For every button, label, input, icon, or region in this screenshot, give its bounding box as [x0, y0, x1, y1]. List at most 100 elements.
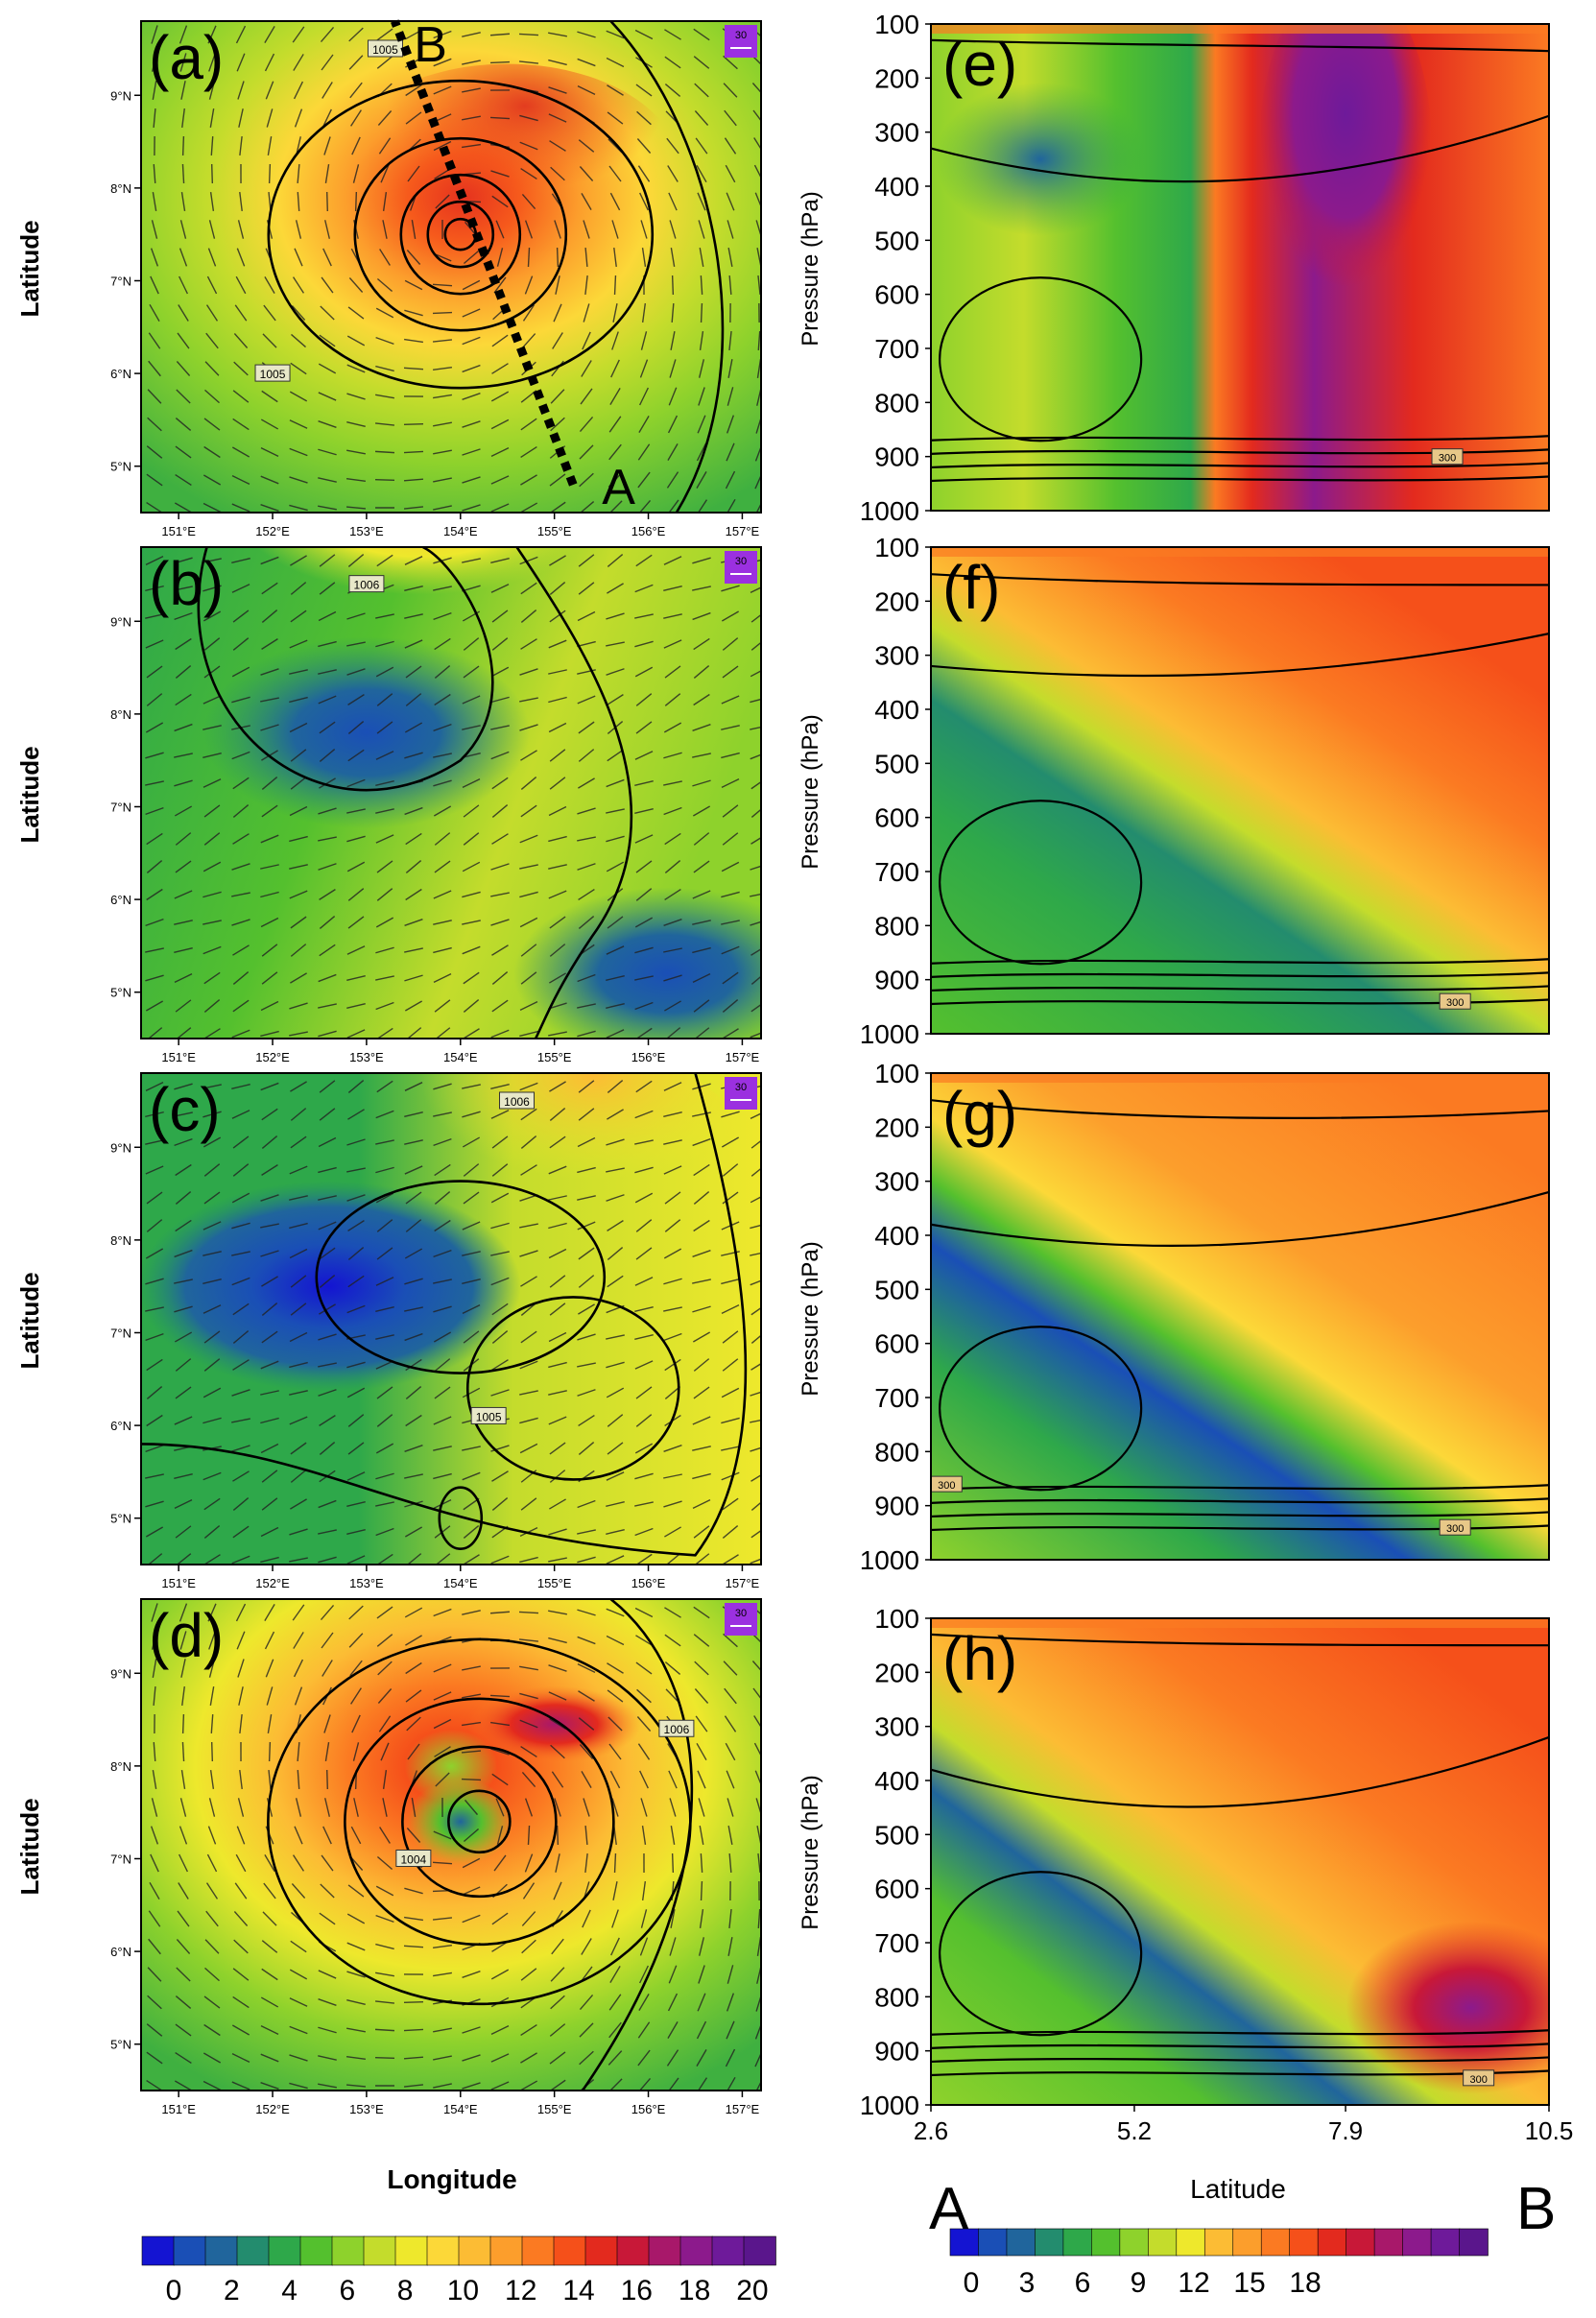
x-tick-label: 154°E — [443, 2102, 478, 2116]
colorbar-swatch — [299, 2235, 333, 2266]
colorbar-swatch — [1148, 2228, 1178, 2257]
colorbar-swatch — [1062, 2228, 1093, 2257]
isobar — [515, 547, 633, 1039]
field-min-region — [407, 1778, 513, 1865]
isobar — [197, 547, 494, 792]
isobar — [447, 1789, 512, 1854]
contour-label-box — [1431, 448, 1464, 466]
contour-label-box — [1439, 1518, 1471, 1536]
section-frame — [930, 1617, 1550, 2106]
pressure-contours — [267, 21, 725, 513]
section-xlabel: Latitude — [1190, 2174, 1286, 2204]
y-tick-label: 500 — [874, 1275, 919, 1304]
x-tick-label: 155°E — [537, 2102, 572, 2116]
section-panel-f: 300 (f) 100 200 300 400 500 600 700 800 900 1000 — [860, 533, 1550, 1049]
x-tick-label: 151°E — [161, 524, 196, 538]
contour — [931, 38, 1549, 53]
x-tick-label: 152°E — [255, 1576, 290, 1590]
colorbar-swatch — [1260, 2228, 1291, 2257]
y-tick-label: 8°N — [110, 707, 131, 722]
panel-label: (g) — [942, 1079, 1017, 1148]
x-tick-label: 153°E — [349, 1576, 384, 1590]
y-tick-label: 400 — [874, 1766, 919, 1796]
isobar — [581, 1599, 694, 2091]
contour-label-box — [1439, 992, 1471, 1010]
y-tick-label: 8°N — [110, 1759, 131, 1774]
map-frame — [140, 1598, 762, 2091]
x-tick-label: 153°E — [349, 1050, 384, 1064]
x-tick-label: 154°E — [443, 1576, 478, 1590]
panel-label: (a) — [149, 23, 224, 92]
contour-label: 300 — [1446, 997, 1464, 1009]
contour-label-box — [470, 1406, 507, 1424]
y-tick-label: 700 — [874, 1928, 919, 1958]
isobar — [267, 79, 655, 390]
colorbar-tick-label: 18 — [679, 2275, 710, 2306]
contours — [931, 38, 1549, 483]
map-panel-c: 1006 1005 30 (c) 151°E 152°E 153°E 154°E 155°E 15… — [110, 1072, 762, 1590]
colorbar-swatch — [711, 2235, 745, 2266]
contour-label: 300 — [938, 1480, 955, 1492]
y-tick-label: 600 — [874, 280, 919, 310]
map-ylabel-a: Latitude — [15, 220, 44, 317]
upper-band — [931, 1618, 1549, 1628]
y-tick-label: 5°N — [110, 1512, 131, 1526]
colorbar-swatch — [141, 2235, 175, 2266]
x-tick-label: 156°E — [631, 1576, 666, 1590]
colorbar-swatch — [426, 2235, 460, 2266]
field-min-region — [513, 887, 761, 1039]
cross-section-start-label: A — [602, 460, 635, 515]
colorbar-swatch — [173, 2235, 206, 2266]
y-tick-label: 100 — [874, 1059, 919, 1088]
x-tick-label: 155°E — [537, 524, 572, 538]
contour-label-box — [348, 575, 385, 593]
panel-label: (f) — [942, 553, 1000, 622]
colorbar-swatch — [1402, 2228, 1432, 2257]
y-tick-label: 700 — [874, 334, 919, 364]
colorbar-tick-label: 16 — [621, 2275, 653, 2306]
y-tick-label: 6°N — [110, 893, 131, 907]
y-tick-label: 500 — [874, 226, 919, 255]
colorbar-swatch — [1035, 2228, 1064, 2257]
y-tick-label: 5°N — [110, 2038, 131, 2052]
y-tick-label: 1000 — [860, 1545, 919, 1575]
y-tick-label: 400 — [874, 172, 919, 202]
contour — [931, 462, 1549, 469]
contour — [931, 573, 1549, 586]
colorbars: 0 2 4 6 8 10 12 14 16 18 20 0 3 6 9 12 15 18 — [141, 2228, 1489, 2306]
x-tick-label: 155°E — [537, 1576, 572, 1590]
map-ylabel-b: Latitude — [15, 746, 44, 843]
contour-label-box — [499, 1091, 536, 1110]
contour — [931, 2029, 1549, 2036]
x-tick-label: 157°E — [726, 1576, 760, 1590]
x-tick-label: 10.5 — [1525, 2116, 1574, 2145]
field-background — [931, 1073, 1549, 1560]
y-tick-label: 800 — [874, 911, 919, 941]
field-background — [931, 547, 1549, 1034]
contour — [931, 2056, 1549, 2064]
isobar — [399, 173, 522, 296]
x-tick-label: 156°E — [631, 1050, 666, 1064]
contour — [931, 1735, 1549, 1808]
y-tick-label: 100 — [874, 10, 919, 39]
contour — [931, 958, 1549, 965]
contour-label: 1005 — [372, 43, 398, 57]
contour — [939, 1326, 1143, 1492]
map-panel-a: 1005 1005 30 B A (a) 151°E 152°E 153°E 154°E 155°E… — [110, 17, 762, 538]
y-tick-label: 9°N — [110, 88, 131, 103]
contour — [931, 1190, 1549, 1248]
panel-label: (h) — [942, 1624, 1017, 1693]
colorbar-swatch — [458, 2235, 491, 2266]
field-max-region — [230, 547, 654, 690]
contour-label: 1005 — [476, 1410, 502, 1423]
colorbar-swatch — [521, 2235, 555, 2266]
colorbar-swatch — [648, 2235, 681, 2266]
y-tick-label: 900 — [874, 442, 919, 472]
y-tick-label: 500 — [874, 749, 919, 778]
x-tick-label: 154°E — [443, 1050, 478, 1064]
contour — [931, 633, 1549, 678]
colorbar-swatch — [268, 2235, 301, 2266]
y-tick-label: 6°N — [110, 1419, 131, 1433]
y-tick-label: 7°N — [110, 274, 131, 288]
